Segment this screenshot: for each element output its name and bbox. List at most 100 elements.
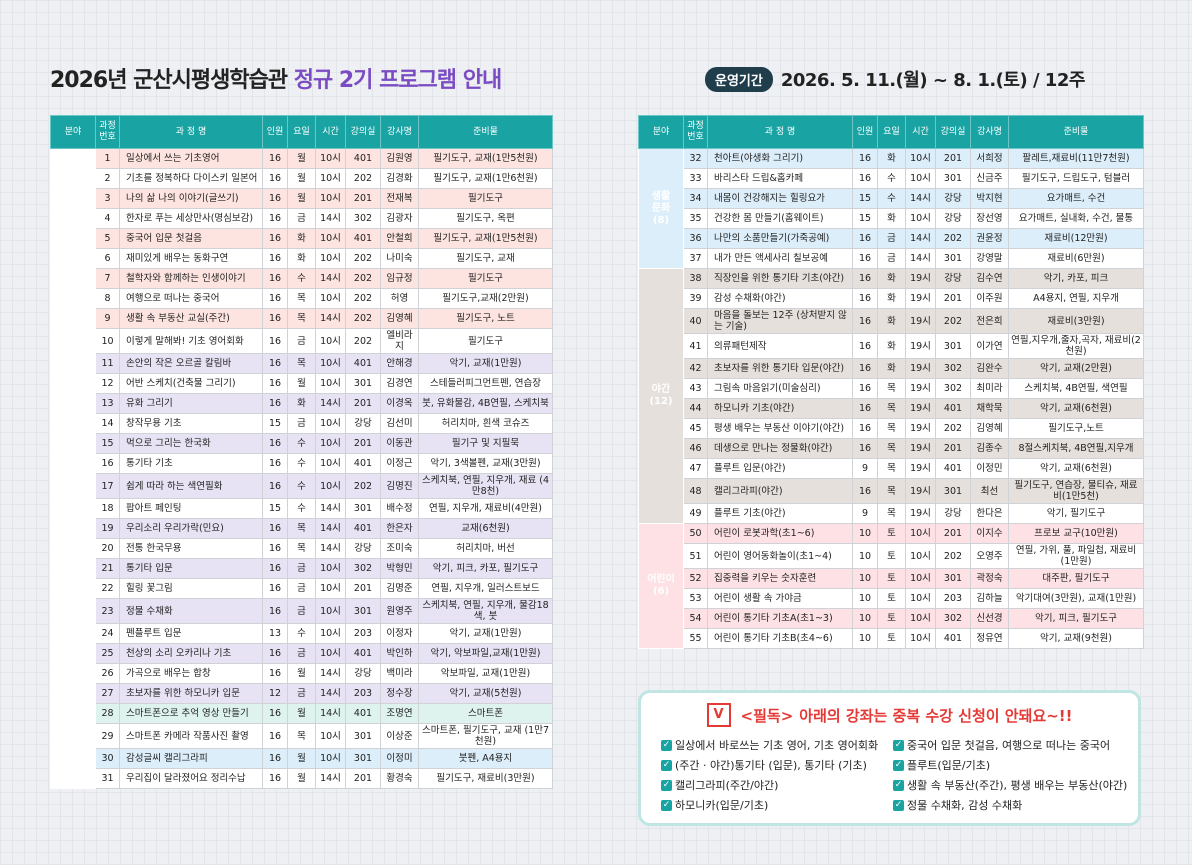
cell: 강당 [345,538,381,559]
cell: 10시 [315,598,346,624]
cell: 악보파일, 교재(1만원) [418,663,553,684]
course-row: 문화 예술 (17) 11 손안의 작은 오르골 칼림바 16 목 10시 401 안해경 악기… [50,353,553,704]
cell: 월 [287,148,316,169]
cell: 16 [262,518,288,539]
cell: 교재(6천원) [418,518,553,539]
cell: 강당 [345,663,381,684]
cell: 바리스타 드립&홈카페 [707,168,853,189]
course-row: 어린이 (6) 50 어린이 로봇과학(초1~6) 10 토 10시 201 이지수 프로보 교… [638,523,1144,649]
cell: 감성글씨 캘리그라피 [119,748,263,769]
course-row: 7 철학자와 함께하는 인생이야기 16 수 14시 202 임규정 필기도구 [51,268,553,289]
course-row: 26 가곡으로 배우는 합창 16 월 14시 강당 백미라 악보파일, 교재(1만원) [51,663,553,684]
cell: 19 [95,518,120,539]
cell: 김명진 [380,473,419,499]
cell: 이렇게 말해봐! 기초 영어회화 [119,328,263,354]
cell: 16 [262,248,288,269]
cell: 202 [345,328,381,354]
cell: 초보자를 위한 하모니카 입문 [119,683,263,704]
cell: 12 [95,373,120,394]
cell: 내몸이 건강해지는 힐링요가 [707,188,853,209]
cell: 조미숙 [380,538,419,559]
cell: 202 [345,288,381,309]
cell: 19시 [905,458,936,479]
cell: 김광자 [380,208,419,229]
cell: 월 [287,168,316,189]
cell: 10시 [905,208,936,229]
cell: 22 [95,578,120,599]
cell: 어린이 영어동화놀이(초1~4) [707,543,853,569]
cell: 23 [95,598,120,624]
cell: 목 [877,458,906,479]
column-header: 요일 [877,115,906,149]
cell: 10 [95,328,120,354]
cell: 악기, 교재(9천원) [1008,628,1144,649]
cell: 이정근 [380,453,419,474]
course-row: 45 평생 배우는 부동산 이야기(야간) 16 목 19시 202 김영혜 필기도구,노트 [639,418,1144,439]
cell: 스마트폰 [418,703,553,724]
cell: 이동관 [380,433,419,454]
cell: 악기, 교재(1만원) [418,353,553,374]
cell: 직장인을 위한 통기타 기초(야간) [707,268,853,289]
notice-item: ✓ 하모니카(입문/기초) [661,797,893,813]
cell: 나미숙 [380,248,419,269]
cell: 가곡으로 배우는 합창 [119,663,263,684]
column-header: 준비물 [418,115,553,149]
cell: 33 [683,168,708,189]
notice-item-text: 캘리그라피(주간/야간) [675,779,779,792]
cell: 301 [345,723,381,749]
cell: 301 [345,373,381,394]
cell: 필기도구,교재(2만원) [418,288,553,309]
cell: 필기도구 [418,328,553,354]
cell: 요가매트, 실내화, 수건, 물통 [1008,208,1144,229]
cell: 1 [95,148,120,169]
cell: 10시 [315,328,346,354]
cell: 화 [877,308,906,334]
cell: 11 [95,353,120,374]
cell: 화 [877,208,906,229]
cell: 오영주 [970,543,1009,569]
notice-item-text: 플루트(입문/기초) [907,759,991,772]
cell: 16 [262,473,288,499]
cell: 연필,지우개,줄자,곡자, 재료비(2천원) [1008,333,1144,359]
category-cell [50,748,96,789]
cell: 35 [683,208,708,229]
cell: 14시 [315,393,346,414]
cell: 16 [262,148,288,169]
cell: 요가매트, 수건 [1008,188,1144,209]
cell: 나의 삶 나의 이야기(글쓰기) [119,188,263,209]
cell: 수 [287,453,316,474]
cell: 토 [877,628,906,649]
cell: 목 [877,398,906,419]
period-text: 2026. 5. 11.(월) ~ 8. 1.(토) / 12주 [780,70,1086,91]
course-row: 22 힐링 꽃그림 16 금 10시 201 김명준 연필, 지우개, 일러스트보드 [51,578,553,599]
cell: 악기, 피크, 필기도구 [1008,608,1144,629]
cell: 19시 [905,308,936,334]
cell: 김명준 [380,578,419,599]
cell: 금 [877,248,906,269]
cell: 16 [262,268,288,289]
cell: 임규정 [380,268,419,289]
cell: 34 [683,188,708,209]
cell: 건강한 몸 만들기(홈웨이트) [707,208,853,229]
cell: 302 [935,608,971,629]
cell: 301 [935,248,971,269]
cell: 6 [95,248,120,269]
cell: 강당 [935,188,971,209]
course-row: 16 통기타 기초 16 수 10시 401 이정근 악기, 3색볼펜, 교재(3만원) [51,453,553,474]
cell: 16 [262,453,288,474]
cell: 16 [262,643,288,664]
cell: 힐링 꽃그림 [119,578,263,599]
cell: 백미라 [380,663,419,684]
cell: 금 [287,643,316,664]
course-row: 14 창작무용 기초 15 금 10시 강당 김선미 허리치마, 흰색 코슈즈 [51,413,553,434]
cell: 필기도구,노트 [1008,418,1144,439]
cell: 16 [262,288,288,309]
cell: 목 [287,288,316,309]
check-icon: V [706,703,731,727]
cell: 302 [345,208,381,229]
notice-box: V <필독> 아래의 강좌는 중복 수강 신청이 안돼요~!! ✓ 일상에서 바로쓰는… [638,690,1141,826]
cell: 52 [683,568,708,589]
cell: 재미있게 배우는 동화구연 [119,248,263,269]
title: 2026년 군산시평생학습관 정규 2기 프로그램 안내 [50,62,502,94]
cell: 월 [287,663,316,684]
